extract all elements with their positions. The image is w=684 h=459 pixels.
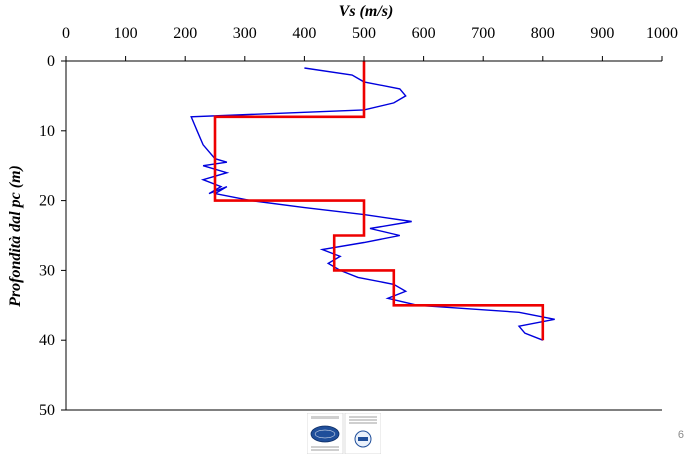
certification-logos [306,412,382,455]
y-tick-label: 40 [39,332,55,349]
y-axis-title: Profondità dal pc (m) [7,165,24,308]
y-tick-label: 20 [39,193,55,210]
y-tick-label: 10 [39,123,55,140]
x-tick-label: 900 [590,25,614,42]
x-tick-label: 300 [233,25,257,42]
vs-profile-line [190,67,555,341]
y-tick-label: 0 [47,53,55,70]
x-tick-label: 1000 [646,25,678,42]
x-tick-label: 600 [412,25,436,42]
y-tick-label: 30 [39,262,55,279]
vs-layer-model-line [213,61,545,341]
x-tick-label: 200 [173,25,197,42]
y-axis-ticks: 0 10 20 30 40 50 [39,53,66,419]
x-axis-ticks: 0 100 200 300 400 500 600 700 800 900 1000 [62,25,678,61]
x-axis-title: Vs (m/s) [339,3,394,20]
certification-logo-image [306,412,382,455]
x-tick-label: 400 [292,25,316,42]
x-tick-label: 100 [114,25,138,42]
series-layer [190,61,555,341]
y-tick-label: 50 [39,402,55,419]
x-tick-label: 0 [62,25,70,42]
page-number: 6 [677,429,684,441]
x-tick-label: 700 [471,25,495,42]
x-tick-label: 500 [352,25,376,42]
x-tick-label: 800 [531,25,555,42]
